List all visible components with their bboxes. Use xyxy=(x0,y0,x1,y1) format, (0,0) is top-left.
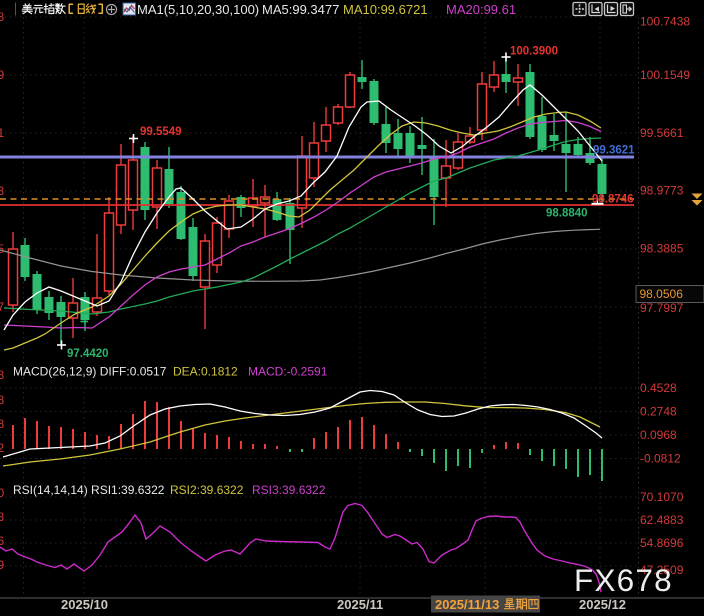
svg-text:70.1070: 70.1070 xyxy=(640,490,684,504)
svg-text:MACD:-0.2591: MACD:-0.2591 xyxy=(248,365,328,379)
svg-text:9: 9 xyxy=(0,68,5,82)
svg-text:0.0968: 0.0968 xyxy=(640,428,677,442)
svg-text:MA5:99.3477: MA5:99.3477 xyxy=(262,2,339,17)
svg-text:97.7997: 97.7997 xyxy=(640,301,684,315)
svg-text:2: 2 xyxy=(0,441,5,455)
svg-text:100.1549: 100.1549 xyxy=(640,68,690,82)
svg-text:0.4528: 0.4528 xyxy=(640,381,677,395)
svg-text:100.7438: 100.7438 xyxy=(640,15,690,29)
svg-text:54.8696: 54.8696 xyxy=(640,536,684,550)
svg-text:2025/10: 2025/10 xyxy=(61,597,108,612)
svg-text:99.5549: 99.5549 xyxy=(140,126,182,138)
svg-text:0: 0 xyxy=(0,486,5,500)
svg-text:9: 9 xyxy=(0,558,5,572)
svg-text:3: 3 xyxy=(0,184,5,198)
svg-text:RSI3:39.6322: RSI3:39.6322 xyxy=(252,483,326,497)
svg-text:6: 6 xyxy=(0,534,5,548)
svg-text:8: 8 xyxy=(0,10,5,24)
svg-text:FX678: FX678 xyxy=(574,562,673,598)
svg-text:DEA:0.1812: DEA:0.1812 xyxy=(173,365,238,379)
svg-text:2025/11/13: 2025/11/13 xyxy=(435,597,499,612)
svg-text:5: 5 xyxy=(0,242,5,256)
svg-text:7: 7 xyxy=(0,300,5,314)
svg-text:0.2748: 0.2748 xyxy=(640,405,677,419)
svg-text:RSI(14,14,14) RSI1:39.6322: RSI(14,14,14) RSI1:39.6322 xyxy=(13,483,165,497)
svg-text:98.8840: 98.8840 xyxy=(546,208,588,220)
svg-text:MA20:99.61: MA20:99.61 xyxy=(446,2,516,17)
svg-text:RSI2:39.6322: RSI2:39.6322 xyxy=(170,483,244,497)
svg-text:2025/11: 2025/11 xyxy=(337,597,383,612)
svg-text:98.9773: 98.9773 xyxy=(640,184,684,198)
svg-text:2025/12: 2025/12 xyxy=(579,597,626,612)
svg-text:8: 8 xyxy=(0,510,5,524)
svg-text:47.2509: 47.2509 xyxy=(640,563,684,577)
svg-text:62.4883: 62.4883 xyxy=(640,513,684,527)
svg-text:-0.0812: -0.0812 xyxy=(640,452,681,466)
svg-text:100.3900: 100.3900 xyxy=(510,46,558,58)
svg-text:97.4420: 97.4420 xyxy=(67,348,109,360)
svg-text:8: 8 xyxy=(0,368,5,382)
svg-text:8: 8 xyxy=(0,393,5,407)
svg-text:MA1(5,10,20,30,100): MA1(5,10,20,30,100) xyxy=(137,2,259,17)
svg-text:98.3885: 98.3885 xyxy=(640,242,684,256)
svg-text:99.5661: 99.5661 xyxy=(640,126,684,140)
svg-text:98.0506: 98.0506 xyxy=(640,287,684,301)
svg-text:99.3621: 99.3621 xyxy=(593,145,635,157)
svg-text:MA10:99.6721: MA10:99.6721 xyxy=(343,2,428,17)
svg-text:1: 1 xyxy=(0,126,5,140)
svg-text:98.8746: 98.8746 xyxy=(592,194,634,206)
svg-text:MACD(26,12,9) DIFF:0.0517: MACD(26,12,9) DIFF:0.0517 xyxy=(13,365,167,379)
svg-text:8: 8 xyxy=(0,417,5,431)
